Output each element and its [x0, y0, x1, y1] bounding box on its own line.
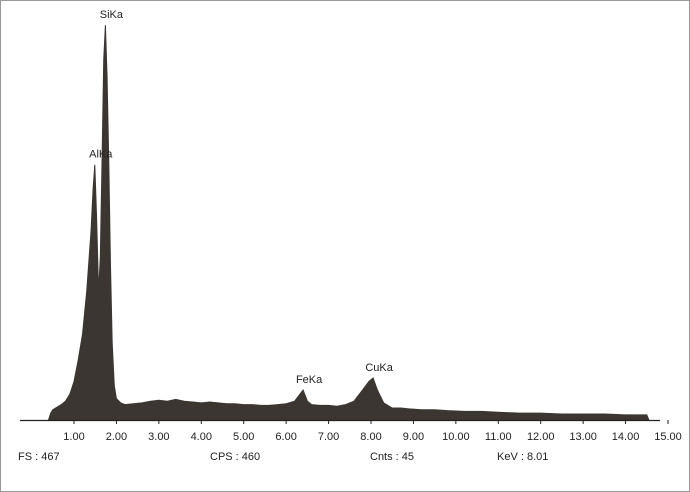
x-tick-label: 3.00 — [148, 431, 169, 443]
x-tick-label: 11.00 — [485, 431, 512, 443]
x-tick-label: 9.00 — [403, 431, 424, 443]
x-tick-label: 1.00 — [63, 431, 84, 443]
x-tick-label: 12.00 — [527, 431, 555, 443]
footer-text: CPS : 460 — [210, 451, 260, 463]
x-tick-label: 2.00 — [106, 431, 127, 443]
x-tick-label: 5.00 — [233, 431, 254, 443]
footer-text: Cnts : 45 — [370, 451, 414, 463]
x-tick-label: 13.00 — [569, 431, 597, 443]
peak-label: AlKa — [89, 149, 113, 161]
footer-text: KeV : 8.01 — [497, 451, 548, 463]
x-tick-label: 8.00 — [360, 431, 381, 443]
x-tick-label: 7.00 — [318, 431, 339, 443]
peak-label: FeKa — [296, 374, 323, 386]
peak-label: CuKa — [365, 362, 393, 374]
x-tick-label: 4.00 — [191, 431, 212, 443]
x-tick-label: 6.00 — [275, 431, 296, 443]
x-tick-label: 10.00 — [442, 431, 470, 443]
x-tick-label: 15.00 — [654, 431, 682, 443]
peak-label: SiKa — [100, 9, 124, 21]
footer-text: FS : 467 — [18, 451, 60, 463]
spectrum — [47, 25, 650, 421]
x-tick-label: 14.00 — [612, 431, 640, 443]
